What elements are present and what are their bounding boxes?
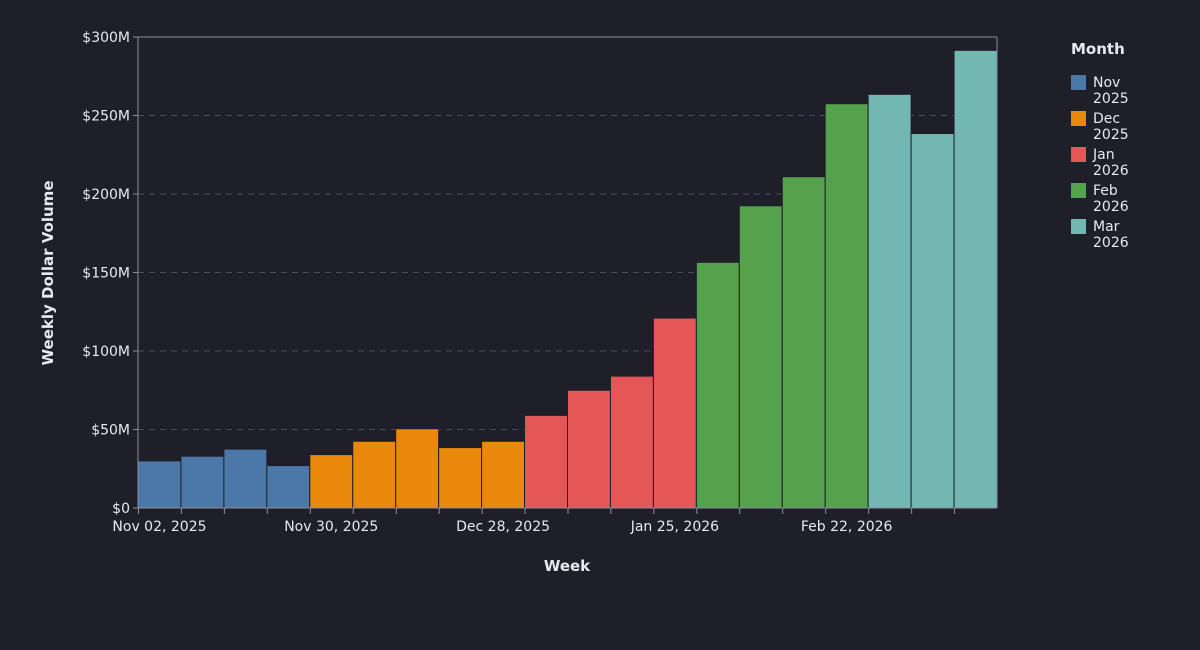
bar-nov2025-week-3 (223, 448, 268, 509)
y-tick-label: $200M (82, 187, 130, 203)
bar-dec2025-week-8 (438, 447, 483, 509)
legend-swatch-dec2025 (1071, 111, 1086, 126)
bar-jan2026-week-12 (609, 375, 654, 509)
bar-jan2026-week-13 (652, 317, 697, 509)
legend-label-dec2025-year: 2025 (1093, 127, 1129, 143)
legend-swatch-jan2026 (1071, 147, 1086, 162)
bar-mar2026-week-20 (953, 49, 998, 509)
y-tick-label: $100M (82, 344, 130, 360)
bar-mar2026-week-19 (910, 133, 955, 509)
bar-nov2025-week-2 (180, 455, 225, 509)
legend-swatch-mar2026 (1071, 219, 1086, 234)
bar-feb2026-week-14 (695, 261, 740, 509)
legend-label-feb2026-month: Feb (1093, 183, 1118, 199)
bar-feb2026-week-15 (738, 205, 783, 509)
y-tick-label: $250M (82, 109, 130, 125)
bar-dec2025-week-5 (309, 454, 354, 509)
x-tick-label: Dec 28, 2025 (456, 519, 550, 535)
bar-jan2026-week-10 (524, 414, 568, 509)
legend-title: Month (1071, 40, 1125, 58)
legend-label-jan2026-month: Jan (1092, 147, 1115, 163)
legend-swatch-nov2025 (1071, 75, 1086, 90)
legend-label-feb2026-year: 2026 (1093, 199, 1129, 215)
legend-label-nov2025-month: Nov (1093, 75, 1120, 91)
axes: $0 $50M $100M $150M $200M $250M $300M Nov 02, 2… (82, 30, 998, 535)
legend-label-mar2026-month: Mar (1093, 219, 1120, 235)
bar-dec2025-week-6 (352, 440, 397, 509)
legend-label-nov2025-year: 2025 (1093, 91, 1129, 107)
bar-nov2025-week-1 (137, 460, 182, 509)
y-tick-label: $300M (82, 30, 130, 46)
y-axis-title: Weekly Dollar Volume (39, 181, 57, 366)
bar-feb2026-week-17 (824, 103, 869, 509)
bar-nov2025-week-4 (266, 465, 311, 509)
y-tick-label: $150M (82, 266, 130, 282)
legend: Month Nov2025Dec2025Jan2026Feb2026Mar202… (1071, 40, 1129, 251)
legend-swatch-feb2026 (1071, 183, 1086, 198)
x-axis-title: Week (544, 557, 591, 575)
y-tick-label: $50M (91, 423, 130, 439)
bar-feb2026-week-16 (781, 176, 826, 509)
bars (137, 49, 998, 509)
x-tick-label: Feb 22, 2026 (801, 519, 893, 535)
legend-label-jan2026-year: 2026 (1093, 163, 1129, 179)
x-tick-label: Nov 02, 2025 (112, 519, 206, 535)
legend-label-dec2025-month: Dec (1093, 111, 1120, 127)
bar-dec2025-week-9 (481, 440, 526, 509)
x-tick-label: Nov 30, 2025 (284, 519, 378, 535)
legend-label-mar2026-year: 2026 (1093, 235, 1129, 251)
x-tick-label: Jan 25, 2026 (630, 519, 719, 535)
bar-jan2026-week-11 (567, 389, 611, 509)
y-tick-label: $0 (112, 501, 130, 517)
bar-dec2025-week-7 (395, 428, 440, 509)
bar-mar2026-week-18 (867, 93, 912, 509)
